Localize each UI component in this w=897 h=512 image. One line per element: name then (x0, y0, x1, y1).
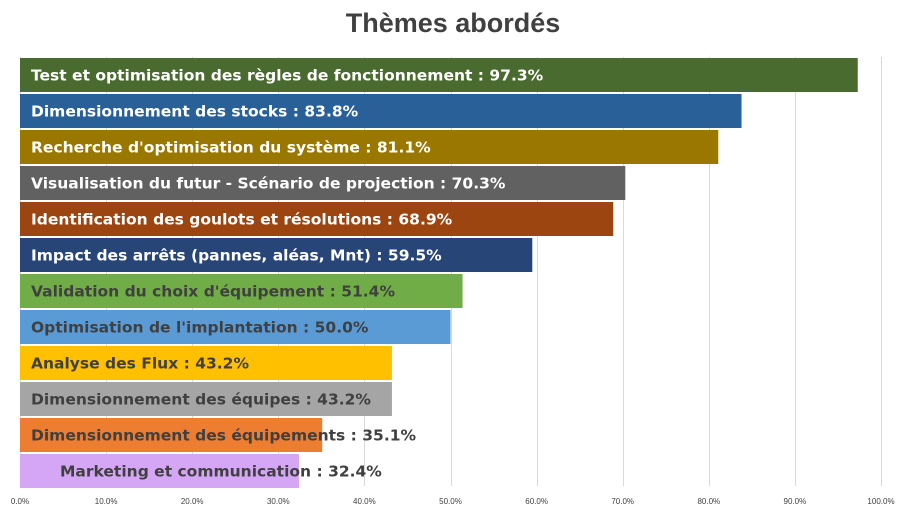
bar-data-label: Dimensionnement des stocks : 83.8% (31, 103, 359, 121)
x-tick-label: 100.0% (867, 497, 894, 506)
x-tick-label: 40.0% (353, 497, 376, 506)
x-tick-label: 10.0% (95, 497, 118, 506)
bar-data-label: Impact des arrêts (pannes, aléas, Mnt) :… (31, 247, 442, 265)
bar (20, 166, 626, 200)
bar (20, 454, 299, 488)
bar (20, 274, 463, 308)
bar-data-label: Test et optimisation des règles de fonct… (31, 67, 544, 85)
x-tick-label: 90.0% (784, 497, 807, 506)
bar-data-label: Identification des goulots et résolution… (31, 211, 453, 229)
x-tick-label: 0.0% (11, 497, 29, 506)
x-tick-label: 20.0% (181, 497, 204, 506)
x-tick-label: 50.0% (439, 497, 462, 506)
x-tick-label: 30.0% (267, 497, 290, 506)
x-tick-label: 60.0% (525, 497, 548, 506)
bar-data-label: Recherche d'optimisation du système : 81… (31, 139, 431, 157)
bar (20, 202, 614, 236)
bar (20, 58, 858, 92)
bar-data-label: Optimisation de l'implantation : 50.0% (31, 319, 369, 337)
bar-data-label: Marketing et communication : 32.4% (60, 463, 382, 481)
bar-data-label: Analyse des Flux : 43.2% (31, 355, 249, 373)
bar (20, 238, 533, 272)
x-tick-label: 70.0% (611, 497, 634, 506)
x-tick-label: 80.0% (697, 497, 720, 506)
bar-data-label: Visualisation du futur - Scénario de pro… (31, 175, 506, 193)
bar (20, 310, 451, 344)
bar-data-label: Dimensionnement des équipes : 43.2% (31, 391, 371, 409)
bar (20, 94, 742, 128)
bar-labels: Test et optimisation des règles de fonct… (31, 67, 544, 481)
bar (20, 382, 392, 416)
bars (20, 58, 858, 488)
bar-data-label: Dimensionnement des équipements : 35.1% (31, 427, 417, 445)
bar (20, 130, 719, 164)
bar (20, 418, 323, 452)
chart-title: Thèmes abordés (346, 8, 561, 38)
bar (20, 346, 392, 380)
x-axis-ticks: 0.0% 10.0% 20.0% 30.0% 40.0% 50.0% 60.0% 70.0% 8… (11, 497, 895, 506)
bar-data-label: Validation du choix d'équipement : 51.4% (31, 283, 395, 301)
